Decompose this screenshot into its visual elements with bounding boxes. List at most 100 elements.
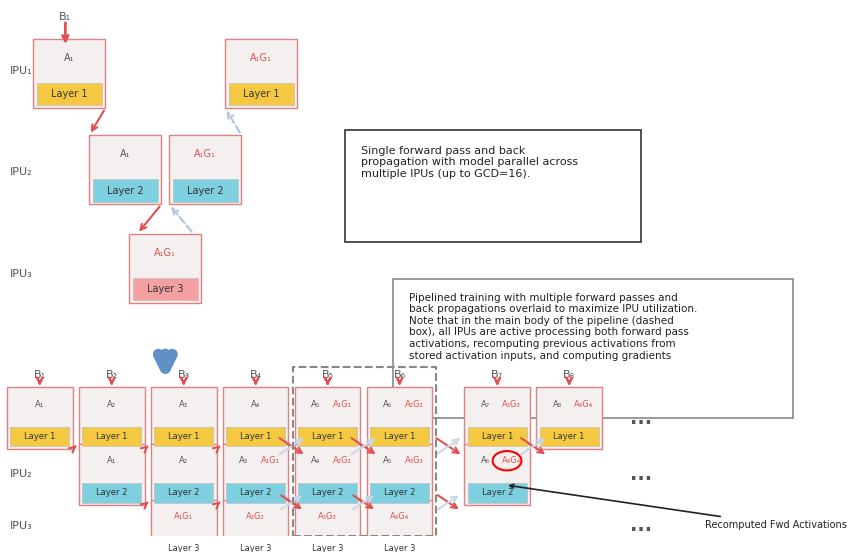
- FancyBboxPatch shape: [229, 83, 294, 105]
- FancyBboxPatch shape: [367, 443, 432, 505]
- FancyBboxPatch shape: [370, 427, 429, 447]
- Text: A₂: A₂: [179, 457, 188, 465]
- Text: A₂: A₂: [107, 400, 117, 409]
- FancyBboxPatch shape: [226, 39, 297, 108]
- Text: A₄: A₄: [251, 400, 260, 409]
- Text: Layer 3: Layer 3: [384, 544, 416, 552]
- Text: B₂: B₂: [105, 370, 118, 380]
- FancyBboxPatch shape: [7, 388, 73, 449]
- FancyBboxPatch shape: [223, 500, 289, 552]
- Text: Layer 1: Layer 1: [24, 432, 55, 441]
- Text: B₄: B₄: [250, 370, 262, 380]
- Text: A₁G₁: A₁G₁: [194, 150, 216, 160]
- Text: IPU₁: IPU₁: [10, 416, 32, 426]
- Text: Layer 1: Layer 1: [384, 432, 416, 441]
- Text: A₇: A₇: [481, 400, 490, 409]
- FancyBboxPatch shape: [540, 427, 599, 447]
- Text: A₂G₂: A₂G₂: [404, 400, 423, 409]
- Text: IPU₃: IPU₃: [10, 269, 32, 279]
- Text: Layer 1: Layer 1: [312, 432, 343, 441]
- FancyBboxPatch shape: [133, 278, 198, 300]
- FancyBboxPatch shape: [346, 130, 641, 242]
- FancyBboxPatch shape: [298, 539, 357, 552]
- Text: Layer 1: Layer 1: [168, 432, 200, 441]
- FancyBboxPatch shape: [82, 483, 141, 502]
- Text: Layer 3: Layer 3: [147, 284, 183, 294]
- Text: A₁G₁: A₁G₁: [175, 512, 194, 521]
- Text: A₁: A₁: [107, 457, 117, 465]
- FancyBboxPatch shape: [79, 443, 144, 505]
- Text: A₃G₃: A₃G₃: [318, 512, 337, 521]
- FancyBboxPatch shape: [226, 539, 285, 552]
- FancyBboxPatch shape: [465, 443, 530, 505]
- Text: A₁G₁: A₁G₁: [155, 248, 176, 258]
- FancyBboxPatch shape: [298, 427, 357, 447]
- Text: Layer 2: Layer 2: [481, 488, 513, 497]
- FancyBboxPatch shape: [226, 483, 285, 502]
- FancyBboxPatch shape: [295, 388, 360, 449]
- FancyBboxPatch shape: [151, 388, 217, 449]
- Text: Layer 3: Layer 3: [168, 544, 200, 552]
- Text: A₁: A₁: [35, 400, 44, 409]
- Text: ...: ...: [630, 465, 652, 484]
- FancyBboxPatch shape: [226, 427, 285, 447]
- Text: A₈: A₈: [553, 400, 562, 409]
- Text: A₄G₄: A₄G₄: [390, 512, 410, 521]
- Text: Recomputed Fwd Activations: Recomputed Fwd Activations: [510, 484, 847, 530]
- Text: Layer 1: Layer 1: [240, 432, 271, 441]
- Text: A₆: A₆: [384, 400, 392, 409]
- FancyBboxPatch shape: [295, 443, 360, 505]
- Text: Layer 2: Layer 2: [312, 488, 343, 497]
- Text: A₁G₁: A₁G₁: [333, 400, 352, 409]
- Text: Layer 1: Layer 1: [243, 89, 280, 99]
- Text: A₆: A₆: [481, 457, 490, 465]
- Text: B₆: B₆: [394, 370, 405, 380]
- Text: Layer 1: Layer 1: [96, 432, 127, 441]
- FancyBboxPatch shape: [367, 388, 432, 449]
- Text: IPU₂: IPU₂: [10, 167, 32, 177]
- Text: A₁G₁: A₁G₁: [251, 53, 272, 63]
- Text: Layer 2: Layer 2: [96, 488, 127, 497]
- Text: A₂G₂: A₂G₂: [333, 457, 352, 465]
- Text: Single forward pass and back
propagation with model parallel across
multiple IPU: Single forward pass and back propagation…: [361, 146, 578, 179]
- Text: A₅: A₅: [311, 400, 321, 409]
- Text: A₃: A₃: [179, 400, 188, 409]
- Text: Layer 2: Layer 2: [187, 185, 224, 195]
- Text: ...: ...: [630, 516, 652, 534]
- FancyBboxPatch shape: [467, 427, 527, 447]
- Text: Layer 2: Layer 2: [107, 185, 143, 195]
- Text: IPU₃: IPU₃: [10, 521, 32, 531]
- Text: Layer 1: Layer 1: [481, 432, 513, 441]
- Text: A₄G₄: A₄G₄: [574, 400, 594, 409]
- FancyBboxPatch shape: [465, 388, 530, 449]
- FancyBboxPatch shape: [37, 83, 102, 105]
- Text: Layer 3: Layer 3: [240, 544, 271, 552]
- FancyBboxPatch shape: [82, 427, 141, 447]
- Text: A₂G₂: A₂G₂: [246, 512, 265, 521]
- Text: A₁: A₁: [64, 53, 74, 63]
- Text: B₇: B₇: [491, 370, 503, 380]
- Text: Layer 1: Layer 1: [51, 89, 87, 99]
- Text: A₅: A₅: [384, 457, 392, 465]
- FancyBboxPatch shape: [93, 179, 158, 201]
- Text: A₁: A₁: [120, 150, 130, 160]
- FancyBboxPatch shape: [537, 388, 602, 449]
- Text: A₃G₃: A₃G₃: [502, 400, 521, 409]
- Text: ...: ...: [630, 408, 652, 428]
- Text: B₁: B₁: [34, 370, 46, 380]
- FancyBboxPatch shape: [89, 135, 162, 204]
- FancyBboxPatch shape: [370, 483, 429, 502]
- Text: Pipelined training with multiple forward passes and
back propagations overlaid t: Pipelined training with multiple forward…: [410, 293, 697, 360]
- FancyBboxPatch shape: [79, 388, 144, 449]
- FancyBboxPatch shape: [154, 483, 213, 502]
- Text: A₁G₁: A₁G₁: [261, 457, 280, 465]
- FancyBboxPatch shape: [367, 500, 432, 552]
- FancyBboxPatch shape: [223, 443, 289, 505]
- FancyBboxPatch shape: [223, 388, 289, 449]
- FancyBboxPatch shape: [173, 179, 238, 201]
- FancyBboxPatch shape: [130, 234, 201, 303]
- Text: A₄: A₄: [311, 457, 321, 465]
- Text: A₄G₄: A₄G₄: [502, 457, 521, 465]
- Text: A₃G₃: A₃G₃: [404, 457, 423, 465]
- FancyBboxPatch shape: [10, 427, 69, 447]
